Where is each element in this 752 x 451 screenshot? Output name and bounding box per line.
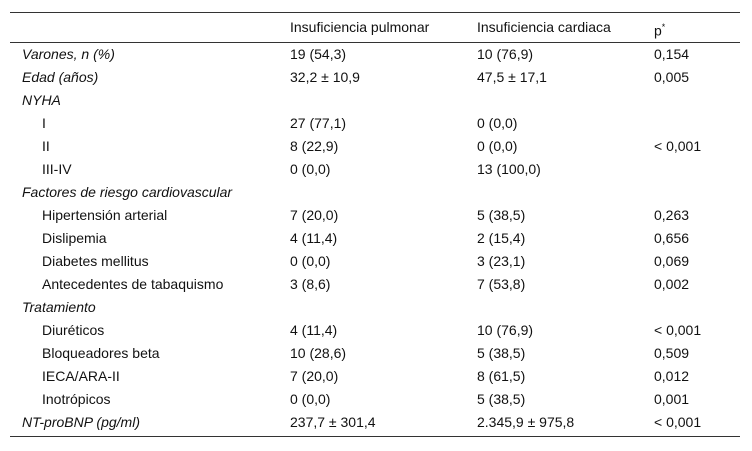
row-label: Diuréticos (42, 321, 105, 338)
cell-value: 0,012 (654, 367, 690, 384)
cell-value: 8 (61,5) (477, 367, 526, 384)
cell-value: 7 (20,0) (290, 367, 339, 384)
cell-value: 8 (22,9) (290, 137, 339, 154)
row-label: IECA/ARA-II (42, 367, 120, 384)
row-label: Edad (años) (22, 68, 99, 85)
top-rule (10, 12, 740, 13)
cell-value: 0 (0,0) (477, 137, 518, 154)
column-header: p* (654, 21, 666, 39)
footnote-mark: * (661, 21, 666, 32)
cell-value: 2.345,9 ± 975,8 (477, 413, 575, 430)
cell-value: < 0,001 (654, 321, 702, 338)
row-label: Dislipemia (42, 229, 107, 246)
cell-value: 0,002 (654, 275, 690, 292)
cell-value: 7 (53,8) (477, 275, 526, 292)
section-label: NYHA (22, 91, 61, 108)
cell-value: 4 (11,4) (290, 229, 338, 246)
column-header: Insuficiencia cardiaca (477, 18, 611, 35)
cell-value: 47,5 ± 17,1 (477, 68, 547, 85)
row-label: Inotrópicos (42, 390, 111, 407)
cell-value: 10 (76,9) (477, 45, 534, 62)
cell-value: 0 (0,0) (290, 390, 331, 407)
section-label: Tratamiento (22, 298, 96, 315)
cell-value: 0,263 (654, 206, 690, 223)
cell-value: 27 (77,1) (290, 114, 347, 131)
cell-value: 3 (8,6) (290, 275, 331, 292)
cell-value: 0,005 (654, 68, 690, 85)
row-label: Hipertensión arterial (42, 206, 168, 223)
row-label: III-IV (42, 160, 72, 177)
row-label: NT-proBNP (pg/ml) (22, 413, 140, 430)
cell-value: 0 (0,0) (290, 160, 331, 177)
cell-value: 5 (38,5) (477, 206, 526, 223)
row-label: I (42, 114, 46, 131)
cell-value: 13 (100,0) (477, 160, 541, 177)
bottom-rule (10, 436, 740, 437)
cell-value: 32,2 ± 10,9 (290, 68, 360, 85)
cell-value: < 0,001 (654, 137, 702, 154)
cell-value: 7 (20,0) (290, 206, 339, 223)
cell-value: 10 (76,9) (477, 321, 534, 338)
row-label: Bloqueadores beta (42, 344, 160, 361)
row-label: Varones, n (%) (22, 45, 115, 62)
cell-value: < 0,001 (654, 413, 702, 430)
cell-value: 0 (0,0) (290, 252, 331, 269)
cell-value: 0,001 (654, 390, 690, 407)
cell-value: 0,154 (654, 45, 690, 62)
cell-value: 10 (28,6) (290, 344, 347, 361)
cell-value: 19 (54,3) (290, 45, 347, 62)
cell-value: 0,656 (654, 229, 690, 246)
row-label: Antecedentes de tabaquismo (42, 275, 224, 292)
section-label: Factores de riesgo cardiovascular (22, 183, 233, 200)
cell-value: 0 (0,0) (477, 114, 518, 131)
cell-value: 2 (15,4) (477, 229, 526, 246)
column-header: Insuficiencia pulmonar (290, 18, 430, 35)
cell-value: 237,7 ± 301,4 (290, 413, 376, 430)
row-label: II (42, 137, 50, 154)
cell-value: 0,069 (654, 252, 690, 269)
header-rule (10, 42, 740, 43)
cell-value: 5 (38,5) (477, 344, 526, 361)
cell-value: 0,509 (654, 344, 690, 361)
cell-value: 5 (38,5) (477, 390, 526, 407)
cell-value: 4 (11,4) (290, 321, 338, 338)
row-label: Diabetes mellitus (42, 252, 149, 269)
cell-value: 3 (23,1) (477, 252, 526, 269)
